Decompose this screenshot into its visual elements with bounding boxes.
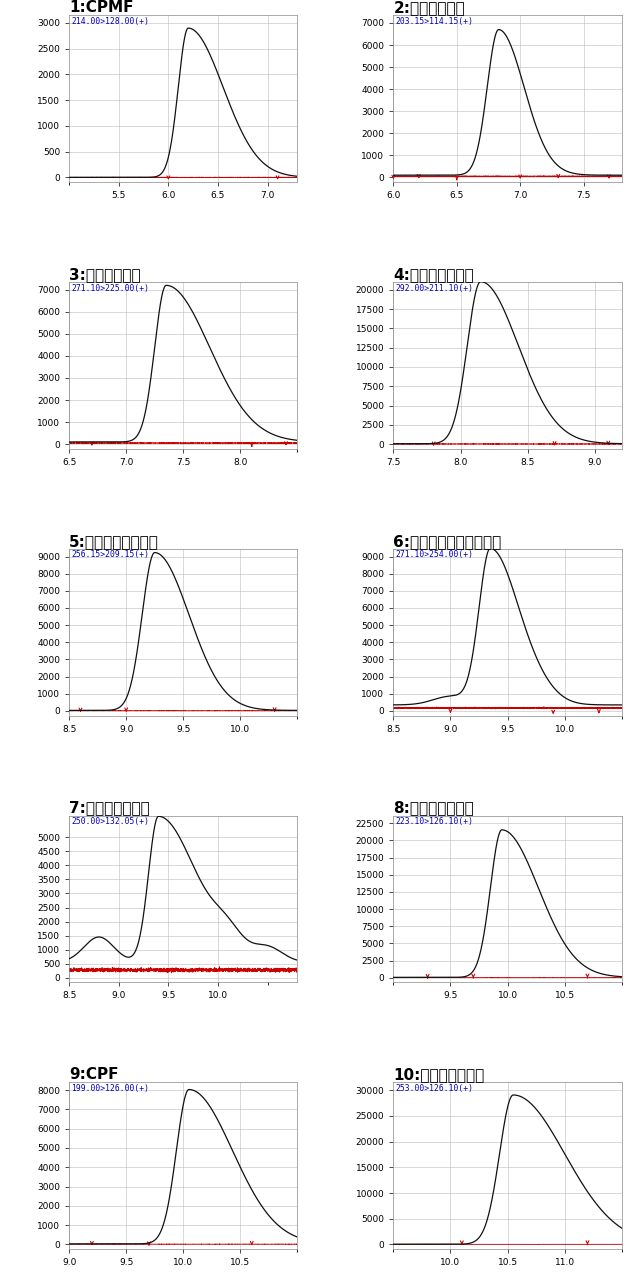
Text: 8:アセタミプリド: 8:アセタミプリド — [393, 800, 474, 815]
Text: 5:イミダクロプリド: 5:イミダクロプリド — [69, 534, 159, 548]
Text: 203.15>114.15(+): 203.15>114.15(+) — [396, 17, 474, 25]
Text: 250.00>132.05(+): 250.00>132.05(+) — [72, 817, 149, 827]
Text: 271.10>225.00(+): 271.10>225.00(+) — [72, 284, 149, 293]
Text: 271.10>254.00(+): 271.10>254.00(+) — [396, 551, 474, 560]
Text: 10:チアクロプリド: 10:チアクロプリド — [393, 1067, 485, 1082]
Text: 256.15>209.15(+): 256.15>209.15(+) — [72, 551, 149, 560]
Text: 7:クロチアニジン: 7:クロチアニジン — [69, 800, 150, 815]
Text: 9:CPF: 9:CPF — [69, 1067, 119, 1082]
Text: 253.00>126.10(+): 253.00>126.10(+) — [396, 1084, 474, 1093]
Text: 3:ニテンピラム: 3:ニテンピラム — [69, 267, 141, 282]
Text: 199.00>126.00(+): 199.00>126.00(+) — [72, 1084, 149, 1093]
Text: 214.00>128.00(+): 214.00>128.00(+) — [72, 17, 149, 25]
Text: 6:チアクロプリドアミド: 6:チアクロプリドアミド — [393, 534, 502, 548]
Text: 223.10>126.10(+): 223.10>126.10(+) — [396, 817, 474, 827]
Text: 1:CPMF: 1:CPMF — [69, 0, 134, 15]
Text: 4:チアメトキサム: 4:チアメトキサム — [393, 267, 474, 282]
Text: 2:ジノテフラン: 2:ジノテフラン — [393, 0, 465, 15]
Text: 292.00>211.10(+): 292.00>211.10(+) — [396, 284, 474, 293]
